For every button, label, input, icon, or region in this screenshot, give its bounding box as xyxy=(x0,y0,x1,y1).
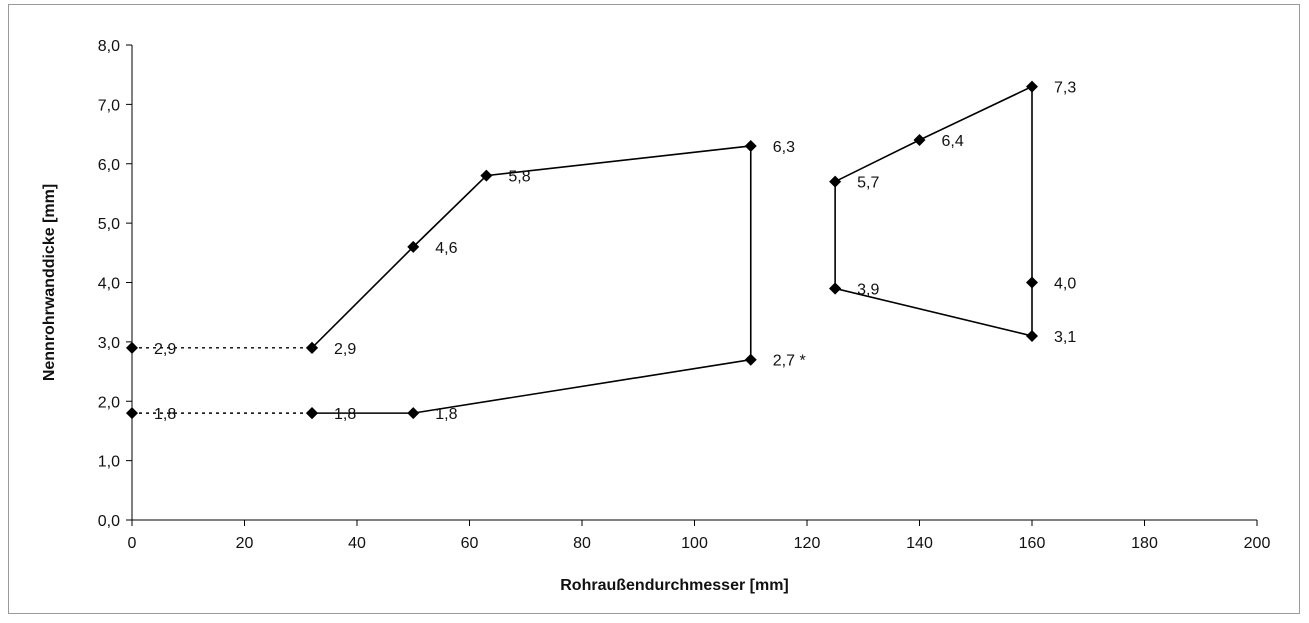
data-label: 1,8 xyxy=(334,406,356,423)
y-tick-label: 4,0 xyxy=(98,276,120,293)
x-tick-label: 140 xyxy=(906,535,933,552)
data-point-marker xyxy=(744,353,757,366)
data-label: 1,8 xyxy=(154,406,176,423)
x-tick-label: 100 xyxy=(681,535,708,552)
axes xyxy=(131,45,1257,521)
y-ticks: 0,0 1,0 2,0 3,0 4,0 5,0 6,0 7,0 8,0 xyxy=(98,38,132,530)
data-label: 5,8 xyxy=(508,169,530,186)
y-tick-label: 1,0 xyxy=(98,454,120,471)
data-point-marker xyxy=(1026,276,1038,289)
x-tick-label: 200 xyxy=(1244,535,1271,552)
y-tick-label: 8,0 xyxy=(98,38,120,55)
x-tick-label: 80 xyxy=(573,535,591,552)
x-tick-label: 60 xyxy=(461,535,479,552)
x-tick-label: 40 xyxy=(348,535,366,552)
data-label: 2,7 * xyxy=(773,353,806,370)
y-tick-label: 7,0 xyxy=(98,97,120,114)
y-tick-label: 2,0 xyxy=(98,394,120,411)
data-point-marker xyxy=(407,407,420,420)
data-label: 3,1 xyxy=(1054,329,1076,346)
data-label: 7,3 xyxy=(1054,80,1076,97)
data-label: 6,3 xyxy=(773,139,795,156)
data-label: 5,7 xyxy=(857,175,879,192)
data-label: 1,8 xyxy=(435,406,457,423)
x-tick-label: 160 xyxy=(1019,535,1046,552)
data-point-marker xyxy=(829,175,842,188)
y-tick-label: 3,0 xyxy=(98,335,120,352)
y-tick-label: 0,0 xyxy=(98,513,120,530)
data-label: 2,9 xyxy=(334,341,356,358)
chart-frame xyxy=(8,4,1300,614)
series-line xyxy=(834,85,1033,337)
data-point-marker xyxy=(744,139,757,152)
data-label: 6,4 xyxy=(942,133,964,150)
x-tick-label: 120 xyxy=(794,535,821,552)
series-lines xyxy=(132,85,1033,414)
data-labels: 2,9 1,8 2,9 4,6 5,8 6,3 2,7 * 1,8 1,8 3,9 5,7 6,4 7,… xyxy=(154,80,1076,424)
y-tick-label: 6,0 xyxy=(98,157,120,174)
data-point-marker xyxy=(126,407,138,420)
data-label: 3,9 xyxy=(857,281,879,298)
x-axis-title: Rohraußendurchmesser [mm] xyxy=(560,577,789,594)
data-point-marker xyxy=(480,169,493,182)
y-tick-label: 5,0 xyxy=(98,216,120,233)
data-point-marker xyxy=(829,282,842,295)
x-tick-label: 20 xyxy=(236,535,254,552)
x-tick-label: 180 xyxy=(1131,535,1158,552)
data-point-marker xyxy=(1026,80,1038,93)
x-tick-label: 0 xyxy=(128,535,137,552)
data-label: 4,0 xyxy=(1054,276,1076,293)
data-point-marker xyxy=(913,134,926,146)
data-label: 2,9 xyxy=(154,341,176,358)
series-markers xyxy=(126,80,1038,420)
data-point-marker xyxy=(407,240,420,253)
data-point-marker xyxy=(126,341,138,354)
data-label: 4,6 xyxy=(435,240,457,257)
series-line xyxy=(311,145,752,414)
data-point-marker xyxy=(306,341,318,354)
data-point-marker xyxy=(1026,329,1038,342)
x-ticks: 0 20 40 60 80 100 120 140 160 180 200 xyxy=(128,520,1271,552)
y-axis-title: Nennrohrwanddicke [mm] xyxy=(41,184,58,381)
data-point-marker xyxy=(306,407,318,420)
